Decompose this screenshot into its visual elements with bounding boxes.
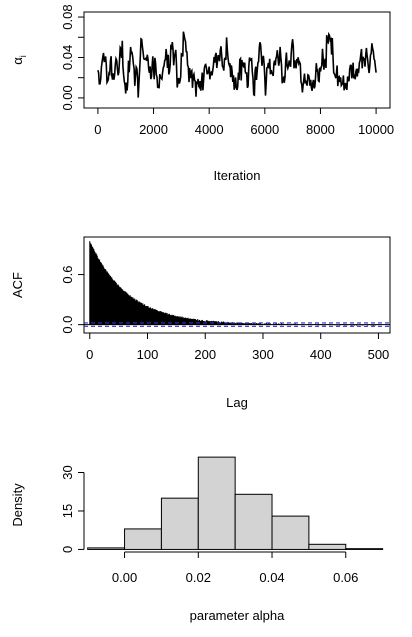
trace-x-tick-label: 2000 [139, 122, 168, 137]
svg-text:αi: αi [10, 55, 28, 65]
trace-plot-panel: 0 2000 4000 6000 8000 10000 0.00 0.04 0.08 Iter… [10, 4, 394, 183]
histogram-x-tick-label: 0.00 [112, 570, 137, 585]
trace-y-tick-label: 0.08 [60, 4, 75, 29]
trace-series [97, 31, 377, 98]
trace-y-tick-label: 0.00 [60, 85, 75, 110]
histogram-x-tick-label: 0.04 [259, 570, 284, 585]
histogram-y-axis-label: Density [10, 483, 25, 527]
histogram-bars [87, 456, 384, 550]
histogram-x-axis-label: parameter alpha [190, 608, 285, 623]
histogram-bar [87, 547, 126, 550]
trace-x-tick-label: 0 [94, 122, 101, 137]
acf-y-axis: 0.0 0.6 [60, 266, 85, 334]
histogram-y-axis: 0 15 30 [60, 465, 85, 553]
histogram-y-tick-label: 0 [60, 546, 75, 553]
trace-y-axis-label-subscript: i [18, 55, 28, 57]
histogram-bar [345, 548, 384, 550]
histogram-bar [234, 493, 273, 550]
trace-y-tick-label: 0.04 [60, 45, 75, 70]
histogram-bar [271, 515, 310, 550]
trace-x-tick-label: 8000 [306, 122, 335, 137]
trace-x-axis-label: Iteration [214, 168, 261, 183]
histogram-bar [197, 456, 236, 550]
trace-y-axis: 0.00 0.04 0.08 [60, 4, 85, 111]
histogram-y-tick-label: 15 [60, 504, 75, 518]
acf-y-axis-label: ACF [10, 272, 25, 298]
acf-x-axis: 0 100 200 300 400 500 [86, 332, 390, 362]
acf-plot-panel: 0 100 200 300 400 500 0.0 0.6 Lag ACF [10, 236, 391, 410]
histogram-x-tick-label: 0.02 [186, 570, 211, 585]
trace-x-tick-label: 10000 [358, 122, 394, 137]
acf-x-axis-label: Lag [226, 395, 248, 410]
acf-x-tick-label: 0 [86, 347, 93, 362]
histogram-bar [308, 543, 347, 550]
trace-line [97, 31, 377, 98]
trace-x-tick-label: 6000 [250, 122, 279, 137]
trace-x-axis: 0 2000 4000 6000 8000 10000 [94, 107, 394, 137]
acf-x-tick-label: 300 [252, 347, 274, 362]
acf-y-tick-label: 0.0 [60, 316, 75, 334]
acf-x-tick-label: 500 [368, 347, 390, 362]
trace-y-axis-label-main: α [10, 57, 25, 65]
acf-x-tick-label: 400 [310, 347, 332, 362]
acf-y-tick-label: 0.6 [60, 266, 75, 284]
acf-x-tick-label: 200 [194, 347, 216, 362]
histogram-panel: 0.00 0.02 0.04 0.06 0 15 30 parameter alpha D… [10, 456, 384, 623]
histogram-y-tick-label: 30 [60, 465, 75, 479]
acf-bars [84, 241, 390, 327]
acf-x-tick-label: 100 [137, 347, 159, 362]
histogram-x-axis: 0.00 0.02 0.04 0.06 [112, 551, 358, 585]
histogram-x-tick-label: 0.06 [333, 570, 358, 585]
trace-x-tick-label: 4000 [195, 122, 224, 137]
trace-y-axis-label: αi [10, 55, 28, 65]
histogram-bar [124, 528, 162, 550]
histogram-bar [160, 497, 199, 550]
